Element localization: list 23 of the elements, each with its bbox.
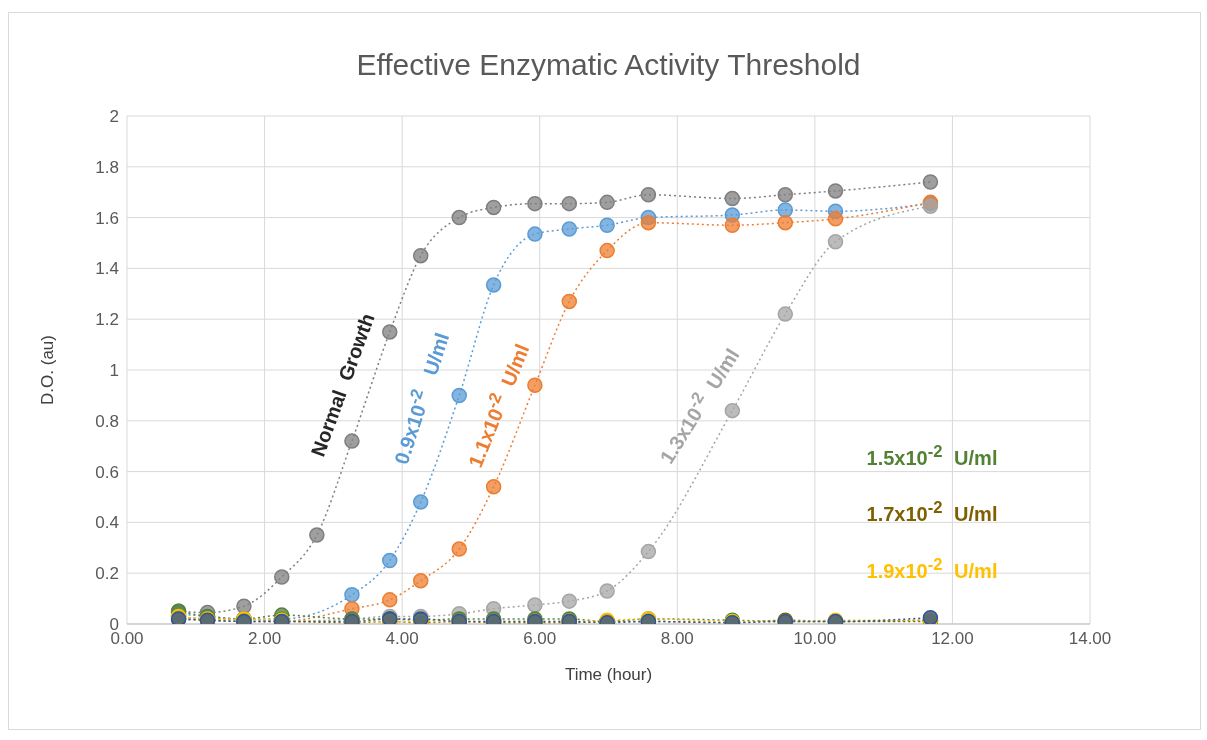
text: 1.7x10$^{-2}$ U/ml	[866, 498, 998, 526]
y-tick-label: 0.8	[95, 411, 119, 431]
y-tick-label: 0.4	[95, 513, 119, 533]
series-label: 1.9x10$^{-2}$ U/ml	[866, 555, 998, 583]
y-tick-label: 1	[109, 361, 119, 381]
y-axis-title: D.O. (au)	[38, 335, 58, 405]
x-tick-label: 8.00	[660, 629, 694, 649]
x-tick-label: 14.00	[1068, 629, 1112, 649]
y-tick-label: 0.2	[95, 564, 119, 584]
y-tick-label: 1.4	[95, 259, 119, 279]
x-tick-label: 2.00	[248, 629, 282, 649]
y-tick-label: 0.6	[95, 462, 119, 482]
y-tick-label: 1.6	[95, 208, 119, 228]
x-tick-label: 10.00	[793, 629, 837, 649]
x-axis-title: Time (hour)	[563, 665, 654, 685]
chart-title: Effective Enzymatic Activity Threshold	[355, 48, 862, 82]
y-tick-label: 1.8	[95, 157, 119, 177]
text: 1.5x10$^{-2}$ U/ml	[866, 442, 998, 470]
x-tick-label: 4.00	[385, 629, 419, 649]
y-tick-label: 2	[109, 107, 119, 127]
y-tick-label: 1.2	[95, 310, 119, 330]
x-tick-label: 6.00	[523, 629, 557, 649]
x-tick-label: 12.00	[931, 629, 974, 649]
